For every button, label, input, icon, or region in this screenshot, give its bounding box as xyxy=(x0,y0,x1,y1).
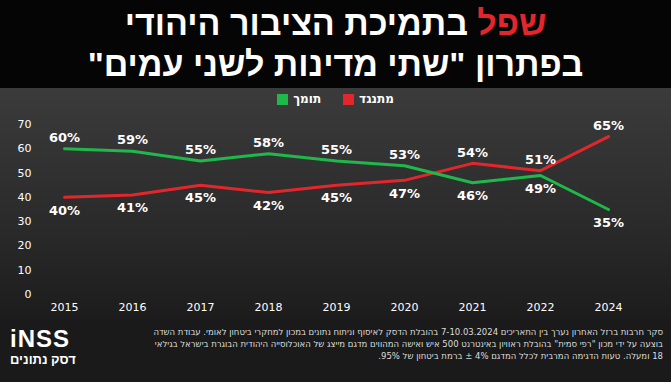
svg-text:2017: 2017 xyxy=(187,301,215,314)
svg-text:2021: 2021 xyxy=(459,301,487,314)
svg-text:49%: 49% xyxy=(525,181,556,196)
svg-text:70: 70 xyxy=(18,118,32,131)
svg-text:59%: 59% xyxy=(117,132,148,147)
svg-text:2018: 2018 xyxy=(255,301,283,314)
svg-text:10: 10 xyxy=(18,264,32,277)
svg-text:47%: 47% xyxy=(389,186,420,201)
svg-text:2020: 2020 xyxy=(391,301,419,314)
html-text:סקר חרבות ברזל האחרון נערך בין: סקר חרבות ברזל האחרון נערך בין התאריכים … xyxy=(153,327,663,361)
svg-text:55%: 55% xyxy=(185,142,216,157)
html-text:iNSS: iNSS xyxy=(10,325,70,352)
svg-text:53%: 53% xyxy=(389,147,420,162)
svg-text:0: 0 xyxy=(25,288,32,301)
svg-text:42%: 42% xyxy=(253,198,284,213)
svg-text:58%: 58% xyxy=(253,135,284,150)
svg-text:2019: 2019 xyxy=(323,301,351,314)
svg-text:2016: 2016 xyxy=(119,301,147,314)
svg-text:20: 20 xyxy=(18,239,32,252)
html-text:מתנגד: מתנגד xyxy=(359,92,394,106)
svg-text:2022: 2022 xyxy=(527,301,555,314)
svg-text:46%: 46% xyxy=(457,188,488,203)
html-text:תומך: תומך xyxy=(293,92,322,106)
svg-text:50: 50 xyxy=(18,167,32,180)
svg-text:40: 40 xyxy=(18,191,32,204)
html-text:שפל: שפל xyxy=(477,4,547,42)
html-text:דסק נתונים: דסק נתונים xyxy=(10,352,76,367)
svg-text:55%: 55% xyxy=(321,142,352,157)
svg-text:2024: 2024 xyxy=(595,301,623,314)
svg-text:54%: 54% xyxy=(457,145,488,160)
svg-text:40%: 40% xyxy=(49,203,80,218)
html-text:בפתרון "שתי מדינות לשני עמים": בפתרון "שתי מדינות לשני עמים" xyxy=(87,45,584,83)
svg-text:41%: 41% xyxy=(117,200,148,215)
svg-text:35%: 35% xyxy=(593,215,624,230)
svg-text:30: 30 xyxy=(18,215,32,228)
svg-text:51%: 51% xyxy=(525,152,556,167)
svg-text:2015: 2015 xyxy=(51,301,79,314)
svg-text:60: 60 xyxy=(18,142,32,155)
svg-text:45%: 45% xyxy=(185,190,216,205)
svg-text:65%: 65% xyxy=(593,118,624,133)
svg-text:60%: 60% xyxy=(49,130,80,145)
svg-text:45%: 45% xyxy=(321,190,352,205)
html-text:בתמיכת הציבור היהודי: בתמיכת הציבור היהודי xyxy=(124,4,478,42)
